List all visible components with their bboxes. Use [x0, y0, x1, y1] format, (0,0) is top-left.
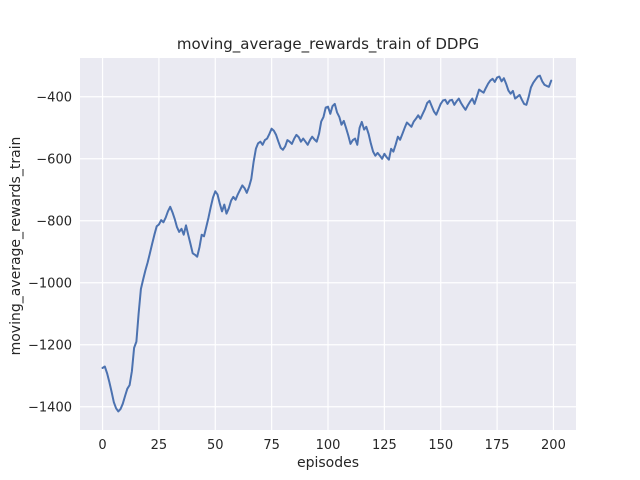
- x-tick-label: 200: [541, 438, 566, 453]
- y-tick-label: −1000: [28, 276, 72, 291]
- tick-labels: 0 25 50 75 100 125 150 175 200 −400 −600 −800 −1000 −…: [28, 90, 566, 453]
- x-tick-label: 125: [372, 438, 397, 453]
- y-tick-label: −1200: [28, 338, 72, 353]
- x-tick-label: 75: [263, 438, 280, 453]
- y-tick-label: −400: [36, 90, 72, 105]
- chart-title: moving_average_rewards_train of DDPG: [177, 35, 479, 54]
- y-tick-label: −600: [36, 152, 72, 167]
- x-tick-label: 0: [98, 438, 106, 453]
- y-tick-label: −800: [36, 214, 72, 229]
- x-tick-label: 175: [485, 438, 510, 453]
- y-axis-label: moving_average_rewards_train: [8, 137, 24, 356]
- x-tick-label: 100: [316, 438, 341, 453]
- x-tick-label: 150: [428, 438, 453, 453]
- x-axis-label: episodes: [297, 455, 359, 471]
- x-tick-label: 50: [207, 438, 224, 453]
- rewards-series-line: [101, 74, 553, 413]
- plot-area: [80, 58, 576, 430]
- y-tick-label: −1400: [28, 400, 72, 415]
- x-tick-label: 25: [151, 438, 168, 453]
